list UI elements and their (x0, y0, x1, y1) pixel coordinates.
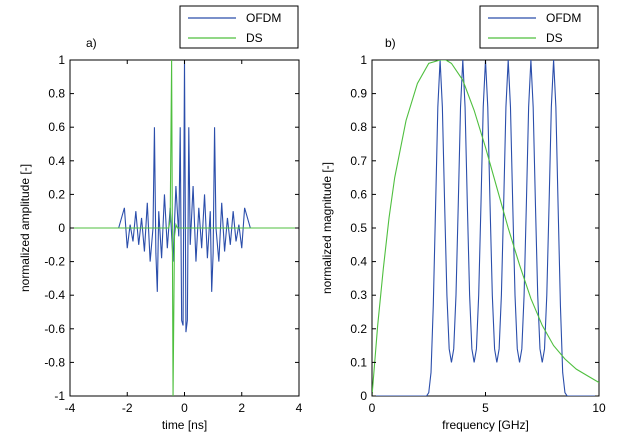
y-tick-label: 0.9 (350, 87, 367, 101)
y-tick-label: 0.4 (48, 154, 65, 168)
y-tick-label: 0.8 (48, 87, 65, 101)
legend-label-ofdm: OFDM (246, 11, 281, 25)
x-tick-label: 4 (296, 401, 303, 415)
panel-label: a) (86, 36, 97, 50)
y-tick-label: 0.2 (48, 187, 65, 201)
y-tick-label: -1 (54, 389, 65, 403)
legend-label-ds: DS (546, 31, 563, 45)
panel-label: b) (385, 36, 396, 50)
y-tick-label: 1 (360, 53, 367, 67)
legend: OFDM DS (179, 5, 299, 49)
x-tick-label: -2 (122, 401, 133, 415)
y-tick-label: -0.4 (44, 288, 65, 302)
y-tick-label: 0.6 (350, 187, 367, 201)
panel-a: -4 -2 0 2 4 -1 -0.8 -0.6 -0.4 -0.2 0 0.2 0.4 0.6 0.8 1 t… (18, 5, 303, 432)
panel-b: 0 5 10 0 0.1 0.2 0.3 0.4 0.5 0.6 0.7 0.8 0.9 1 frequen… (320, 5, 606, 432)
legend-label-ofdm: OFDM (546, 11, 581, 25)
legend-box (179, 5, 299, 49)
x-tick-label: -4 (65, 401, 76, 415)
y-tick-label: -0.8 (44, 355, 65, 369)
series-line-ds (372, 60, 599, 396)
y-tick-label: -0.2 (44, 255, 65, 269)
legend-box (479, 5, 599, 49)
x-axis-label: frequency [GHz] (442, 418, 529, 432)
y-tick-label: 0.1 (350, 355, 367, 369)
x-tick-label: 5 (482, 401, 489, 415)
y-tick-label: 1 (58, 53, 65, 67)
y-tick-label: 0 (58, 221, 65, 235)
y-tick-label: 0.6 (48, 120, 65, 134)
plot-area (371, 59, 600, 397)
x-tick-label: 0 (369, 401, 376, 415)
legend-label-ds: DS (246, 31, 263, 45)
y-tick-label: 0.5 (350, 221, 367, 235)
legend: OFDM DS (479, 5, 599, 49)
x-tick-label: 0 (181, 401, 188, 415)
y-tick-label: 0.4 (350, 255, 367, 269)
series-line-ofdm (70, 60, 299, 333)
x-tick-label: 10 (592, 401, 606, 415)
x-tick-label: 2 (238, 401, 245, 415)
y-tick-label: 0.8 (350, 120, 367, 134)
y-tick-label: 0.3 (350, 288, 367, 302)
x-axis-label: time [ns] (162, 418, 207, 432)
y-axis-label: normalized amplitude [-] (18, 164, 32, 292)
y-tick-label: 0 (360, 389, 367, 403)
y-tick-label: 0.7 (350, 154, 367, 168)
y-tick-label: -0.6 (44, 322, 65, 336)
y-tick-label: 0.2 (350, 322, 367, 336)
series-line-ds (70, 60, 299, 396)
y-axis-label: normalized magnitude [-] (320, 162, 334, 294)
